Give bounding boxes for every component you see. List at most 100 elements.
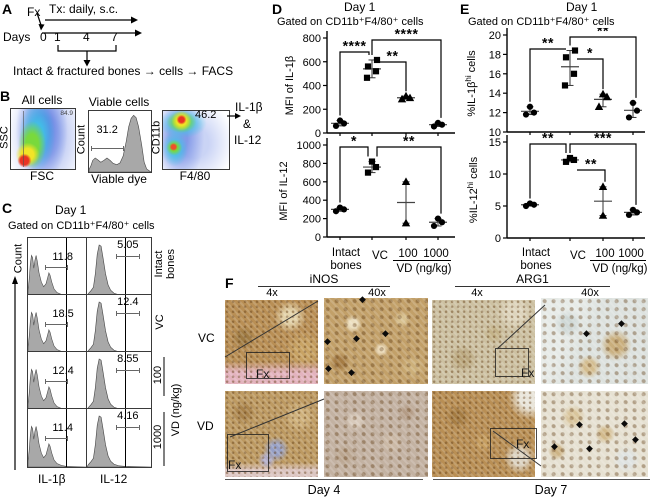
- row-label-intact-bones: Intact bones: [153, 249, 177, 279]
- svg-text:1000: 1000: [618, 248, 644, 260]
- panel-e-title: Day 1: [566, 0, 598, 14]
- svg-text:*: *: [587, 45, 593, 61]
- svg-text:**: **: [542, 130, 554, 146]
- timepoint-day7: Day 7: [534, 483, 568, 497]
- cd11b-axis-label: CD11b: [150, 120, 162, 155]
- svg-text:600: 600: [303, 177, 321, 189]
- gate-marker: [116, 310, 141, 316]
- il1b-axis-label: IL-1β: [38, 472, 66, 486]
- viability-curve: [89, 114, 151, 172]
- svg-text:800: 800: [303, 33, 321, 45]
- svg-text:10: 10: [489, 169, 501, 181]
- gate-percentage: 18.5: [52, 307, 74, 320]
- svg-text:VD (ng/kg): VD (ng/kg): [593, 263, 648, 275]
- viability-gate-percentage: 31.2: [96, 124, 118, 137]
- histogram-il12-1000: 4.16: [86, 408, 152, 468]
- micrograph-vc-arg1-40x: [541, 298, 648, 384]
- svg-text:VC: VC: [372, 250, 388, 262]
- svg-text:**: **: [597, 28, 609, 39]
- gate-percentage: 11.4: [52, 421, 73, 434]
- positive-cell-diamond-icon: ◆: [632, 434, 639, 444]
- positive-cell-diamond-icon: ◆: [324, 336, 331, 346]
- gate-percentage: 11.8: [52, 250, 73, 263]
- panel-a-label: A: [2, 1, 13, 17]
- positive-cell-diamond-icon: ◆: [583, 328, 590, 338]
- histogram-il12-vc: 12.4: [86, 294, 152, 354]
- svg-text:Intact: Intact: [332, 247, 361, 259]
- gate-marker: [116, 253, 141, 259]
- svg-text:***: ***: [594, 130, 612, 146]
- svg-text:0: 0: [315, 128, 321, 140]
- arg1-underline: [455, 286, 610, 287]
- panel-c-subtitle: Gated on CD11b⁺F4/80⁺ cells: [8, 220, 155, 232]
- panel-e-label: E: [460, 1, 470, 17]
- svg-text:200: 200: [303, 214, 321, 226]
- inos-4x-label: 4x: [266, 287, 278, 299]
- positive-cell-diamond-icon: ◆: [551, 441, 558, 451]
- readout-il12: IL-12: [234, 133, 262, 147]
- svg-text:VC: VC: [570, 250, 586, 262]
- cd11b-f480-plot: [162, 110, 230, 170]
- day-tick-1: 1: [54, 30, 61, 44]
- svg-text:**: **: [542, 35, 554, 51]
- svg-text:200: 200: [303, 104, 321, 116]
- day7-line: [433, 479, 650, 480]
- gate-marker: [45, 436, 69, 442]
- svg-text:VD (ng/kg): VD (ng/kg): [397, 263, 452, 275]
- svg-text:600: 600: [303, 57, 321, 69]
- panel-e-subtitle: Gated on CD11b⁺F4/80⁺ cells: [468, 16, 615, 28]
- micrograph-vd-inos-40x: [324, 391, 428, 477]
- positive-cell-diamond-icon: ◆: [353, 333, 360, 343]
- ssc-axis-label: SSC: [0, 126, 10, 149]
- svg-text:14: 14: [489, 88, 501, 100]
- gate-marker: [116, 367, 141, 373]
- fracture-label: Fx: [27, 5, 41, 19]
- fsc-axis-label: FSC: [30, 169, 54, 183]
- panel-c-title: Day 1: [55, 203, 87, 217]
- svg-text:100: 100: [595, 248, 614, 260]
- svg-text:**: **: [585, 156, 597, 172]
- svg-text:****: ****: [395, 28, 419, 42]
- treatment-label: Tx: daily, s.c.: [49, 2, 119, 16]
- svg-text:18: 18: [489, 49, 501, 61]
- svg-text:**: **: [387, 48, 399, 64]
- positive-cell-diamond-icon: ◆: [586, 443, 593, 453]
- micrograph-vd-arg1-40x: [541, 391, 648, 477]
- svg-text:400: 400: [303, 81, 321, 93]
- fx-label-vc-arg1: Fx: [521, 366, 535, 380]
- viability-gate-marker: [90, 146, 124, 152]
- viable-dye-axis-label: Viable dye: [91, 172, 147, 186]
- fx-label-vd-inos: Fx: [228, 458, 242, 472]
- gate-marker: [45, 322, 69, 328]
- svg-text:16: 16: [489, 69, 501, 81]
- svg-text:MFI of IL-12: MFI of IL-12: [278, 161, 290, 220]
- gate-percentage: 5.05: [117, 239, 139, 252]
- macrophage-gate-percentage: 46.2: [195, 109, 217, 121]
- micrograph-vc-inos-40x: [324, 298, 428, 384]
- gate-percentage: 8.55: [117, 353, 139, 366]
- svg-text:*: *: [351, 133, 357, 149]
- panel-d-title: Day 1: [344, 0, 376, 14]
- readout-ampersand: &: [243, 117, 252, 131]
- positive-cell-diamond-icon: ◆: [382, 328, 389, 338]
- svg-text:100: 100: [398, 248, 417, 260]
- svg-text:%IL-1βhi cells: %IL-1βhi cells: [464, 50, 478, 117]
- gate-percentage: 12.4: [117, 296, 139, 309]
- inos-40x-label: 40x: [368, 287, 386, 299]
- arg1-40x-label: 40x: [581, 287, 599, 299]
- timepoint-day4: Day 4: [307, 483, 341, 497]
- count-axis-label-b: Count: [75, 124, 87, 155]
- gate-line: [125, 295, 127, 353]
- gate-line: [125, 352, 127, 410]
- svg-text:10: 10: [489, 127, 501, 139]
- gate-marker: [45, 379, 69, 385]
- panel-d-label: D: [272, 1, 283, 17]
- histogram-il12-100: 8.55: [86, 351, 152, 411]
- viable-plot-title: Viable cells: [88, 95, 150, 109]
- gate-line: [125, 409, 127, 467]
- positive-cell-diamond-icon: ◆: [576, 419, 583, 429]
- positive-cell-diamond-icon: ◆: [348, 367, 355, 377]
- inos-underline: [258, 286, 390, 287]
